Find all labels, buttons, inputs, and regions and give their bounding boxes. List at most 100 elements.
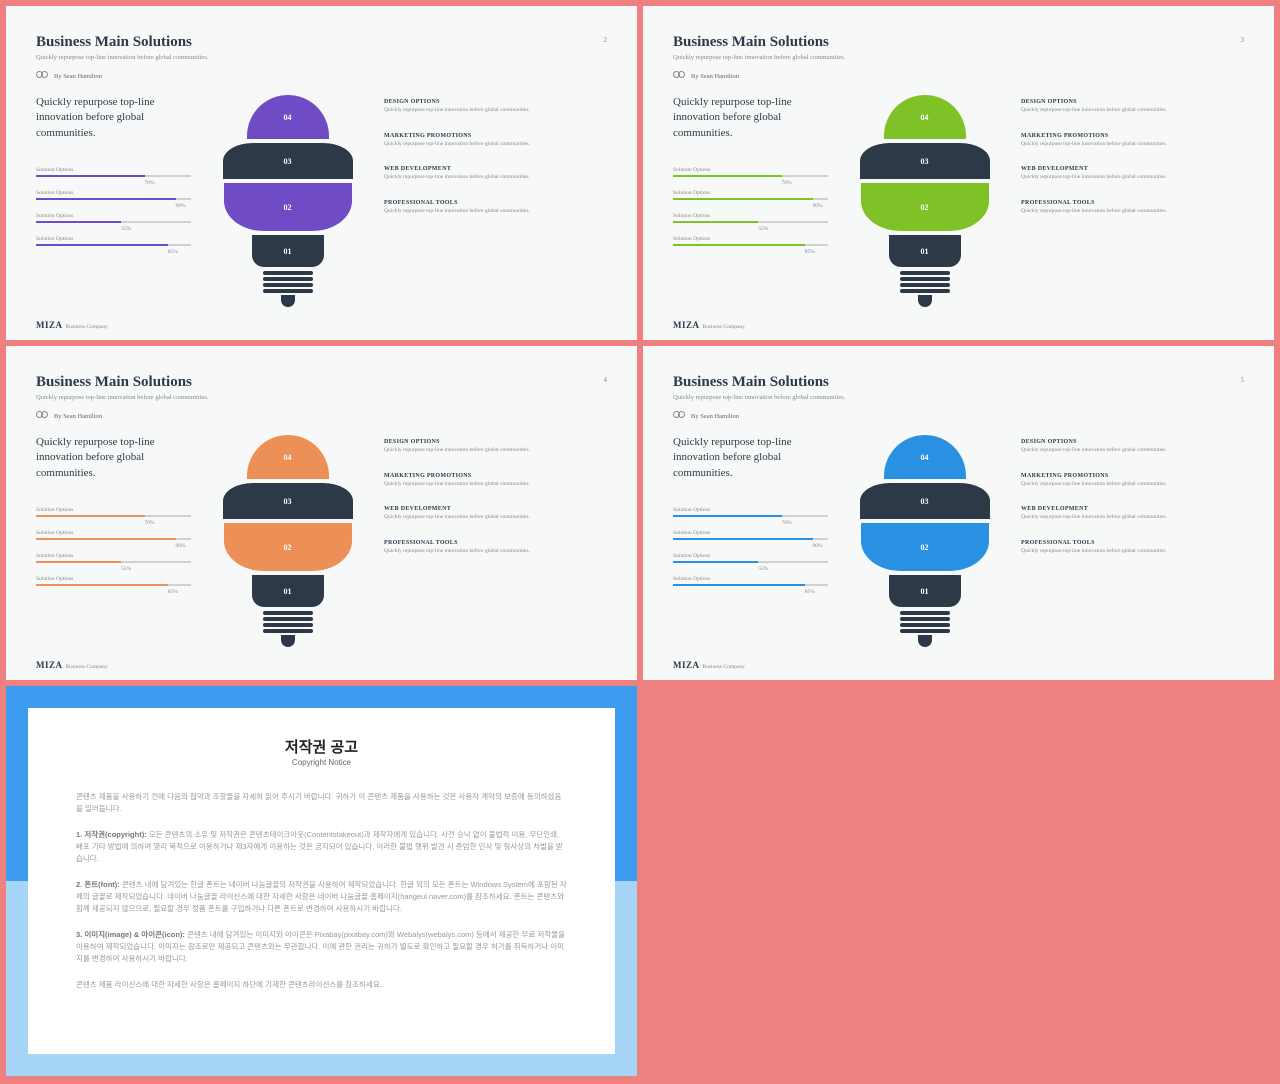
- slide: 5 Business Main Solutions Quickly repurp…: [643, 346, 1274, 680]
- left-column: Quickly repurpose top-line innovation be…: [673, 435, 828, 660]
- progress-value: 55%: [758, 226, 768, 232]
- lightbulb-icon: 04 03 02 01: [855, 435, 995, 660]
- feature-desc: Quickly repurpose top-line innovation be…: [1021, 208, 1244, 216]
- slide-title: Business Main Solutions: [673, 34, 1244, 51]
- feature-desc: Quickly repurpose top-line innovation be…: [1021, 107, 1244, 115]
- copyright-p2: 2. 폰트(font): 콘텐츠 내에 담겨있는 한글 폰트는 네이버 나눔글꼴…: [76, 879, 567, 915]
- progress-bar: 85%: [36, 584, 191, 586]
- bulb-base: [900, 611, 950, 647]
- bulb-seg-03: 03: [223, 483, 353, 519]
- progress-bar: 85%: [673, 244, 828, 246]
- progress-bar: 90%: [673, 198, 828, 200]
- progress-value: 90%: [813, 203, 823, 209]
- copyright-p1: 1. 저작권(copyright): 모든 콘텐츠의 소유 및 저작권은 콘텐츠…: [76, 829, 567, 865]
- progress-value: 55%: [121, 226, 131, 232]
- feature-desc: Quickly repurpose top-line innovation be…: [384, 447, 607, 455]
- left-column: Quickly repurpose top-line innovation be…: [673, 95, 828, 320]
- feature-title: DESIGN OPTIONS: [384, 439, 607, 445]
- bulb-seg-01: 01: [889, 235, 961, 267]
- feature-title: WEB DEVELOPMENT: [1021, 506, 1244, 512]
- progress-value: 55%: [758, 566, 768, 572]
- progress-bar: 90%: [36, 198, 191, 200]
- feature-item: WEB DEVELOPMENT Quickly repurpose top-li…: [1021, 166, 1244, 182]
- slide-number: 3: [1241, 36, 1245, 44]
- feature-desc: Quickly repurpose top-line innovation be…: [384, 174, 607, 182]
- author-row: By Sean Hamilton: [673, 71, 1244, 81]
- bulb-seg-01: 01: [889, 575, 961, 607]
- progress-fill: [36, 584, 168, 586]
- right-column: DESIGN OPTIONS Quickly repurpose top-lin…: [1021, 435, 1244, 660]
- option-label: Solution Options: [673, 576, 828, 582]
- copyright-card: 저작권 공고 Copyright Notice 콘텐츠 제품을 사용하기 전에 …: [28, 708, 615, 1054]
- left-column: Quickly repurpose top-line innovation be…: [36, 95, 191, 320]
- people-icon: [36, 71, 48, 81]
- feature-item: MARKETING PROMOTIONS Quickly repurpose t…: [1021, 133, 1244, 149]
- bulb-seg-02: 02: [224, 523, 352, 571]
- people-icon: [673, 71, 685, 81]
- option-row: Solution Options 55%: [36, 553, 191, 563]
- bulb-seg-03: 03: [860, 483, 990, 519]
- feature-desc: Quickly repurpose top-line innovation be…: [384, 208, 607, 216]
- option-label: Solution Options: [36, 213, 191, 219]
- footer-tag: Business Company: [66, 664, 108, 670]
- progress-bar: 70%: [673, 175, 828, 177]
- copyright-subtitle: Copyright Notice: [76, 758, 567, 767]
- author-name: By Sean Hamilton: [54, 413, 102, 420]
- feature-title: MARKETING PROMOTIONS: [1021, 133, 1244, 139]
- progress-bar: 70%: [673, 515, 828, 517]
- footer: MIZA Business Company: [673, 660, 1244, 670]
- feature-title: MARKETING PROMOTIONS: [384, 133, 607, 139]
- slide-subtitle: Quickly repurpose top-line innovation be…: [673, 394, 1244, 401]
- progress-value: 70%: [782, 180, 792, 186]
- feature-item: DESIGN OPTIONS Quickly repurpose top-lin…: [384, 99, 607, 115]
- slide-number: 5: [1241, 376, 1245, 384]
- author-name: By Sean Hamilton: [691, 413, 739, 420]
- feature-item: PROFESSIONAL TOOLS Quickly repurpose top…: [384, 200, 607, 216]
- copyright-title: 저작권 공고: [76, 736, 567, 757]
- option-row: Solution Options 90%: [673, 190, 828, 200]
- bulb-column: 04 03 02 01: [842, 95, 1007, 320]
- progress-value: 85%: [168, 249, 178, 255]
- feature-title: WEB DEVELOPMENT: [1021, 166, 1244, 172]
- progress-fill: [673, 538, 813, 540]
- people-icon: [673, 411, 685, 421]
- option-row: Solution Options 90%: [36, 190, 191, 200]
- feature-item: MARKETING PROMOTIONS Quickly repurpose t…: [384, 473, 607, 489]
- progress-bar: 55%: [36, 221, 191, 223]
- lightbulb-icon: 04 03 02 01: [218, 435, 358, 660]
- slide-subtitle: Quickly repurpose top-line innovation be…: [673, 54, 1244, 61]
- copyright-slide: 저작권 공고 Copyright Notice 콘텐츠 제품을 사용하기 전에 …: [6, 686, 637, 1076]
- right-column: DESIGN OPTIONS Quickly repurpose top-lin…: [1021, 95, 1244, 320]
- feature-title: DESIGN OPTIONS: [384, 99, 607, 105]
- progress-bar: 55%: [673, 221, 828, 223]
- footer-logo: MIZA: [673, 320, 700, 330]
- option-row: Solution Options 70%: [673, 167, 828, 177]
- progress-fill: [673, 175, 782, 177]
- bulb-seg-04: 04: [884, 435, 966, 479]
- feature-title: WEB DEVELOPMENT: [384, 166, 607, 172]
- slide-title: Business Main Solutions: [36, 374, 607, 391]
- empty-cell: [643, 686, 1274, 1076]
- option-label: Solution Options: [673, 213, 828, 219]
- author-row: By Sean Hamilton: [36, 71, 607, 81]
- progress-fill: [36, 221, 121, 223]
- feature-desc: Quickly repurpose top-line innovation be…: [384, 481, 607, 489]
- feature-desc: Quickly repurpose top-line innovation be…: [1021, 141, 1244, 149]
- option-row: Solution Options 85%: [36, 236, 191, 246]
- lightbulb-icon: 04 03 02 01: [855, 95, 995, 320]
- bulb-seg-03: 03: [860, 143, 990, 179]
- progress-bar: 70%: [36, 175, 191, 177]
- feature-desc: Quickly repurpose top-line innovation be…: [384, 141, 607, 149]
- bulb-base: [263, 611, 313, 647]
- copyright-p4: 콘텐츠 제품 라이선스에 대한 자세한 사항은 홈페이지 하단에 기재한 콘텐츠…: [76, 979, 567, 991]
- progress-value: 90%: [176, 543, 186, 549]
- option-row: Solution Options 55%: [36, 213, 191, 223]
- progress-fill: [36, 561, 121, 563]
- option-label: Solution Options: [36, 167, 191, 173]
- option-label: Solution Options: [36, 530, 191, 536]
- footer-logo: MIZA: [36, 320, 63, 330]
- feature-item: WEB DEVELOPMENT Quickly repurpose top-li…: [384, 506, 607, 522]
- right-column: DESIGN OPTIONS Quickly repurpose top-lin…: [384, 95, 607, 320]
- feature-item: PROFESSIONAL TOOLS Quickly repurpose top…: [1021, 200, 1244, 216]
- progress-value: 55%: [121, 566, 131, 572]
